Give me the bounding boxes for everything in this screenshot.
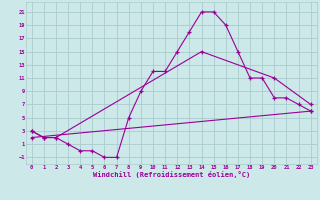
X-axis label: Windchill (Refroidissement éolien,°C): Windchill (Refroidissement éolien,°C) <box>92 171 250 178</box>
